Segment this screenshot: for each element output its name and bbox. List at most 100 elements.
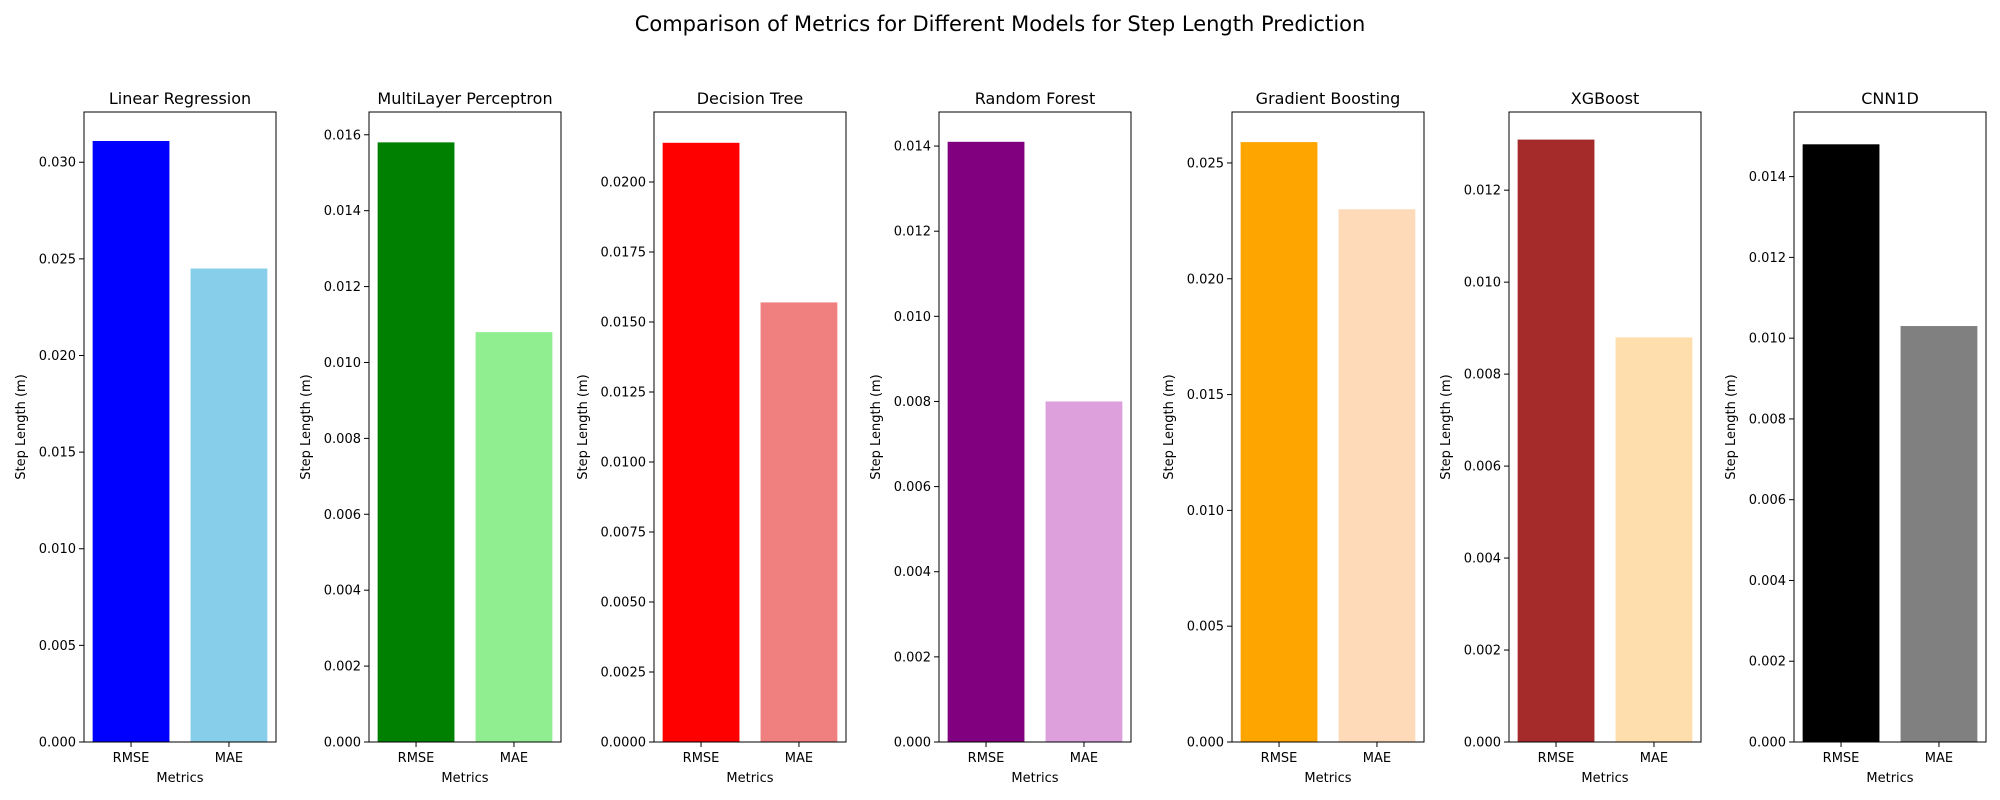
subplot-gradient-boosting: Gradient Boosting RMSE MAE 0.000 0.005 0.010 0… bbox=[1162, 89, 1425, 786]
x-tick-label: RMSE bbox=[398, 751, 435, 766]
x-tick-label: RMSE bbox=[1261, 751, 1298, 766]
y-tick-label: 0.006 bbox=[324, 508, 361, 523]
x-tick-label: RMSE bbox=[113, 751, 150, 766]
y-tick-label: 0.010 bbox=[324, 356, 361, 371]
plot-frame bbox=[83, 111, 277, 743]
bar-mae bbox=[760, 302, 838, 742]
x-axis-label: Metrics bbox=[1581, 771, 1628, 786]
bar-mae bbox=[1900, 326, 1978, 742]
y-axis-label: Step Length (m) bbox=[869, 374, 884, 480]
y-tick-label: 0.0100 bbox=[601, 456, 647, 471]
subplot-multilayer-perceptron: MultiLayer Perceptron RMSE MAE 0.000 0.002 0.… bbox=[299, 89, 562, 786]
y-tick-label: 0.004 bbox=[894, 565, 931, 580]
y-tick-label: 0.014 bbox=[1749, 170, 1786, 185]
x-tick-label: MAE bbox=[785, 751, 813, 766]
y-tick-label: 0.012 bbox=[1749, 251, 1786, 266]
y-tick-label: 0.000 bbox=[1749, 736, 1786, 751]
x-tick-label: RMSE bbox=[1823, 751, 1860, 766]
x-axis-label: Metrics bbox=[441, 771, 488, 786]
y-tick-label: 0.0025 bbox=[601, 666, 647, 681]
y-tick-label: 0.012 bbox=[894, 225, 931, 240]
y-tick-label: 0.0075 bbox=[601, 526, 647, 541]
y-tick-label: 0.000 bbox=[39, 736, 76, 751]
y-tick-label: 0.000 bbox=[894, 736, 931, 751]
y-tick-label: 0.008 bbox=[324, 432, 361, 447]
y-tick-label: 0.002 bbox=[894, 650, 931, 665]
y-tick-label: 0.015 bbox=[1187, 388, 1224, 403]
y-tick-label: 0.002 bbox=[1464, 644, 1501, 659]
x-axis-label: Metrics bbox=[1304, 771, 1351, 786]
plot-frame bbox=[938, 111, 1132, 743]
y-tick-label: 0.010 bbox=[39, 542, 76, 557]
y-tick-label: 0.014 bbox=[324, 204, 361, 219]
y-tick-label: 0.004 bbox=[1749, 574, 1786, 589]
y-tick-label: 0.025 bbox=[39, 252, 76, 267]
y-axis-label: Step Length (m) bbox=[14, 374, 29, 480]
plot-frame bbox=[368, 111, 562, 743]
y-tick-label: 0.010 bbox=[1187, 504, 1224, 519]
y-tick-label: 0.008 bbox=[894, 395, 931, 410]
y-tick-label: 0.0125 bbox=[601, 386, 647, 401]
y-tick-label: 0.010 bbox=[1464, 276, 1501, 291]
y-tick-label: 0.006 bbox=[894, 480, 931, 495]
y-tick-label: 0.002 bbox=[1749, 655, 1786, 670]
y-tick-label: 0.014 bbox=[894, 140, 931, 155]
plot-frame bbox=[1508, 111, 1702, 743]
y-tick-label: 0.0200 bbox=[601, 176, 647, 191]
y-axis-label: Step Length (m) bbox=[1162, 374, 1177, 480]
y-tick-label: 0.0175 bbox=[601, 246, 647, 261]
y-tick-label: 0.004 bbox=[1464, 552, 1501, 567]
y-tick-label: 0.000 bbox=[324, 736, 361, 751]
x-tick-label: MAE bbox=[215, 751, 243, 766]
y-tick-label: 0.004 bbox=[324, 584, 361, 599]
bar-mae bbox=[1045, 401, 1123, 742]
bar-rmse bbox=[662, 142, 740, 743]
plot-frame bbox=[653, 111, 847, 743]
y-tick-label: 0.020 bbox=[1187, 272, 1224, 287]
bar-mae bbox=[475, 332, 553, 742]
y-tick-label: 0.005 bbox=[1187, 620, 1224, 635]
figure-title: Comparison of Metrics for Different Mode… bbox=[635, 12, 1366, 36]
y-tick-label: 0.002 bbox=[324, 660, 361, 675]
y-tick-label: 0.030 bbox=[39, 156, 76, 171]
y-axis-label: Step Length (m) bbox=[1724, 374, 1739, 480]
x-tick-label: MAE bbox=[1925, 751, 1953, 766]
bar-rmse bbox=[377, 142, 455, 742]
y-axis-label: Step Length (m) bbox=[576, 374, 591, 480]
subplot-linear-regression: Linear Regression RMSE MAE 0.000 0.005 0.010 0… bbox=[14, 89, 277, 786]
subplot-title: Linear Regression bbox=[109, 89, 251, 108]
plot-frame bbox=[1793, 111, 1987, 743]
subplot-random-forest: Random Forest RMSE MAE 0.000 0.002 0.004 0.006… bbox=[869, 89, 1132, 786]
y-tick-label: 0.000 bbox=[1187, 736, 1224, 751]
subplot-title: CNN1D bbox=[1861, 89, 1919, 108]
bar-mae bbox=[1338, 209, 1416, 742]
subplot-title: MultiLayer Perceptron bbox=[377, 89, 552, 108]
bar-mae bbox=[190, 268, 268, 742]
subplot-title: Decision Tree bbox=[697, 89, 804, 108]
x-tick-label: MAE bbox=[500, 751, 528, 766]
x-tick-label: MAE bbox=[1640, 751, 1668, 766]
y-tick-label: 0.012 bbox=[1464, 184, 1501, 199]
bar-rmse bbox=[947, 141, 1025, 742]
x-tick-label: RMSE bbox=[968, 751, 1005, 766]
y-tick-label: 0.000 bbox=[1464, 736, 1501, 751]
y-tick-label: 0.006 bbox=[1464, 460, 1501, 475]
y-axis-label: Step Length (m) bbox=[1439, 374, 1454, 480]
x-tick-label: MAE bbox=[1363, 751, 1391, 766]
y-tick-label: 0.010 bbox=[1749, 332, 1786, 347]
x-axis-label: Metrics bbox=[726, 771, 773, 786]
y-tick-label: 0.025 bbox=[1187, 156, 1224, 171]
y-tick-label: 0.015 bbox=[39, 446, 76, 461]
x-axis-label: Metrics bbox=[1866, 771, 1913, 786]
y-tick-label: 0.016 bbox=[324, 128, 361, 143]
y-tick-label: 0.006 bbox=[1749, 493, 1786, 508]
y-tick-label: 0.020 bbox=[39, 349, 76, 364]
x-tick-label: RMSE bbox=[1538, 751, 1575, 766]
subplot-xgboost: XGBoost RMSE MAE 0.000 0.002 0.004 0.006 0.008 0… bbox=[1439, 89, 1702, 786]
subplot-cnn1d: CNN1D RMSE MAE 0.000 0.002 0.004 0.006 0.008 0.0… bbox=[1724, 89, 1987, 786]
y-tick-label: 0.012 bbox=[324, 280, 361, 295]
subplot-title: Gradient Boosting bbox=[1256, 89, 1401, 108]
y-tick-label: 0.008 bbox=[1464, 368, 1501, 383]
bar-rmse bbox=[92, 140, 170, 742]
